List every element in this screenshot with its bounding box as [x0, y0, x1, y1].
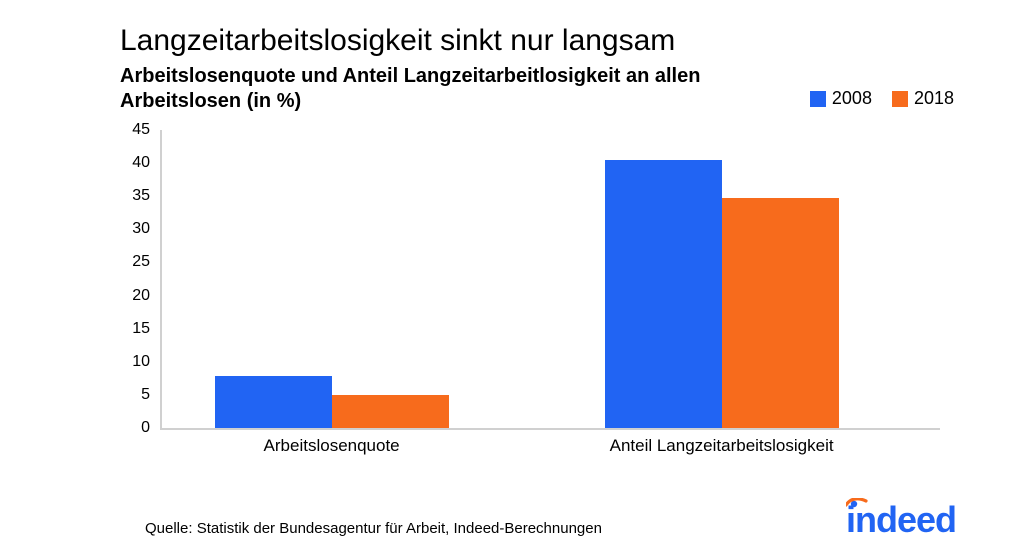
y-tick-label: 15: [132, 320, 160, 338]
legend-label: 2018: [914, 88, 954, 109]
bar: [605, 160, 722, 428]
y-tick-label: 5: [141, 386, 160, 404]
legend-item-2008: 2008: [810, 88, 872, 109]
svg-text:indeed: indeed: [846, 499, 956, 540]
bar: [332, 395, 449, 428]
y-tick-label: 45: [132, 121, 160, 139]
legend-item-2018: 2018: [892, 88, 954, 109]
y-tick-label: 0: [141, 419, 160, 437]
y-axis-line: [160, 130, 162, 428]
x-category-label: Anteil Langzeitarbeitslosigkeit: [610, 428, 834, 456]
legend-label: 2008: [832, 88, 872, 109]
y-tick-label: 35: [132, 187, 160, 205]
legend-swatch-2018: [892, 91, 908, 107]
x-category-label: Arbeitslosenquote: [264, 428, 400, 456]
legend-swatch-2008: [810, 91, 826, 107]
y-tick-label: 25: [132, 253, 160, 271]
y-tick-label: 20: [132, 287, 160, 305]
y-tick-label: 40: [132, 154, 160, 172]
chart-area: 051015202530354045ArbeitslosenquoteAntei…: [120, 130, 940, 460]
chart-title: Langzeitarbeitslosigkeit sinkt nur langs…: [120, 24, 984, 58]
plot-area: 051015202530354045ArbeitslosenquoteAntei…: [160, 130, 940, 430]
bar: [215, 376, 332, 428]
bar: [722, 198, 839, 428]
chart-subtitle: Arbeitslosenquote und Anteil Langzeitarb…: [120, 64, 820, 114]
source-text: Quelle: Statistik der Bundesagentur für …: [145, 520, 602, 537]
y-tick-label: 30: [132, 220, 160, 238]
legend: 2008 2018: [810, 88, 954, 109]
indeed-logo: indeed: [846, 498, 976, 547]
chart-container: Langzeitarbeitslosigkeit sinkt nur langs…: [0, 0, 1024, 559]
y-tick-label: 10: [132, 353, 160, 371]
